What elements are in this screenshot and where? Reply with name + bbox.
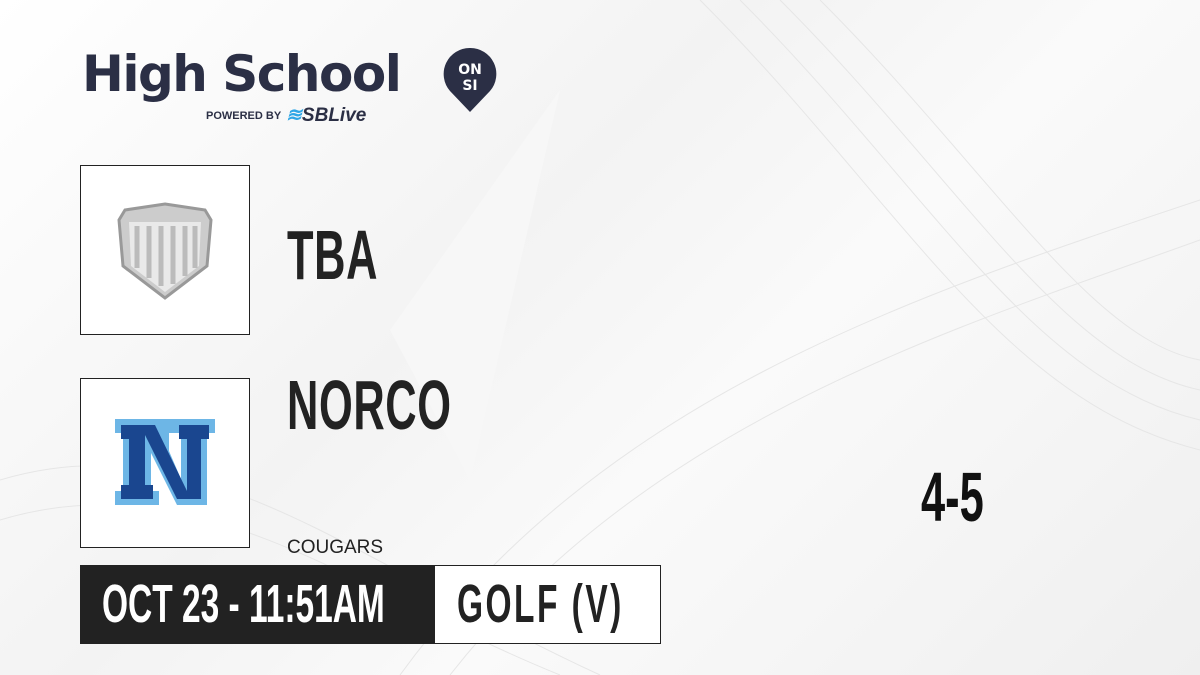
brand-title: High School: [82, 45, 402, 103]
on-si-pin-icon: ON SI: [443, 47, 497, 113]
svg-text:SI: SI: [462, 78, 477, 94]
team-name-home: TBA: [287, 216, 379, 294]
norco-n-logo: [115, 419, 215, 505]
event-datetime: OCT 23 - 11:51AM: [102, 574, 385, 634]
event-sport-bar: GOLF (V): [434, 565, 661, 644]
sblive-logo: ≋SBLive: [286, 105, 367, 126]
team-logo-norco: [80, 378, 250, 548]
powered-by-label: POWERED BY: [206, 110, 282, 122]
event-sport: GOLF (V): [457, 574, 624, 634]
svg-text:ON: ON: [458, 62, 482, 78]
team-mascot: COUGARS: [287, 537, 384, 558]
shield-placeholder-icon: [117, 202, 213, 300]
team-name-away: NORCO: [287, 366, 452, 444]
score: 4-5: [921, 458, 984, 536]
event-datetime-bar: OCT 23 - 11:51AM: [80, 565, 434, 644]
team-logo-tba: [80, 165, 250, 335]
